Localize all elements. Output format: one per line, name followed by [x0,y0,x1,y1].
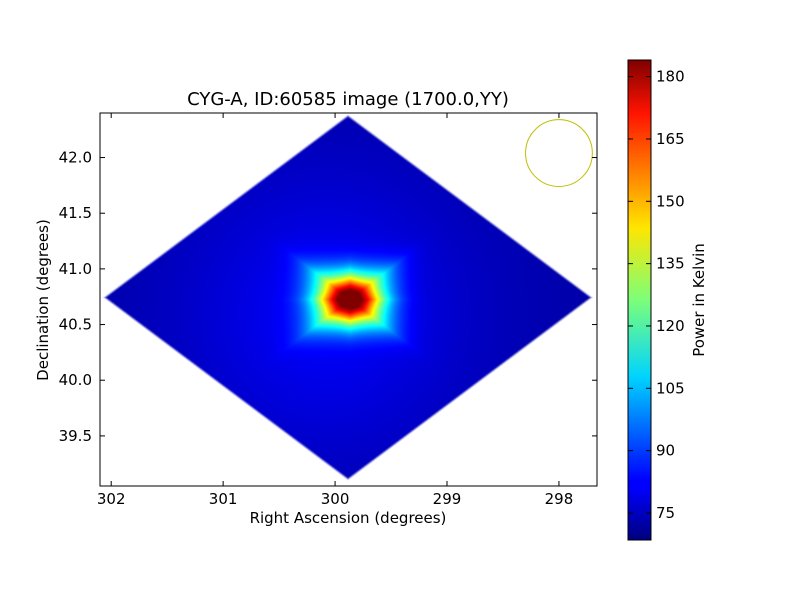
y-axis: 39.5 40.0 40.5 41.0 41.5 42.0 [59,149,597,445]
colorbar-tick-label: 150 [656,192,685,210]
x-tick-label: 298 [545,490,574,508]
x-tick-label: 302 [97,490,126,508]
plot-area: 302 301 300 299 298 39.5 40.0 40.5 41.0 41.5 42.0 [59,112,598,508]
colorbar-ticks: 75 90 105 120 135 150 165 180 [628,68,685,522]
y-tick-label: 40.0 [59,371,92,389]
y-tick-label: 41.0 [59,260,92,278]
y-tick-label: 40.5 [59,316,92,334]
x-tick-label: 299 [433,490,462,508]
y-tick-label: 39.5 [59,427,92,445]
x-axis: 302 301 300 299 298 [97,113,573,508]
colorbar-tick-label: 105 [656,379,685,397]
colorbar-tick-label: 120 [656,317,685,335]
colorbar-frame [627,59,652,541]
plot-frame [99,112,598,487]
x-tick-label: 301 [209,490,238,508]
y-axis-label: Declination (degrees) [34,219,52,381]
y-tick-label: 42.0 [59,149,92,167]
colorbar-tick-label: 75 [656,504,675,522]
colorbar-tick-label: 180 [656,68,685,86]
x-tick-label: 300 [321,490,350,508]
beam-circle [525,119,593,187]
colorbar-tick-label: 135 [656,255,685,273]
heatmap-image [100,113,597,486]
colorbar-label: Power in Kelvin [690,243,708,357]
colorbar-gradient [628,60,651,540]
y-tick-label: 41.5 [59,204,92,222]
x-axis-label: Right Ascension (degrees) [250,509,447,527]
chart-title: CYG-A, ID:60585 image (1700.0,YY) [187,89,509,110]
colorbar-tick-label: 165 [656,130,685,148]
colorbar: 75 90 105 120 135 150 165 180 Power in Kelvin [627,59,708,541]
colorbar-tick-label: 90 [656,442,675,460]
